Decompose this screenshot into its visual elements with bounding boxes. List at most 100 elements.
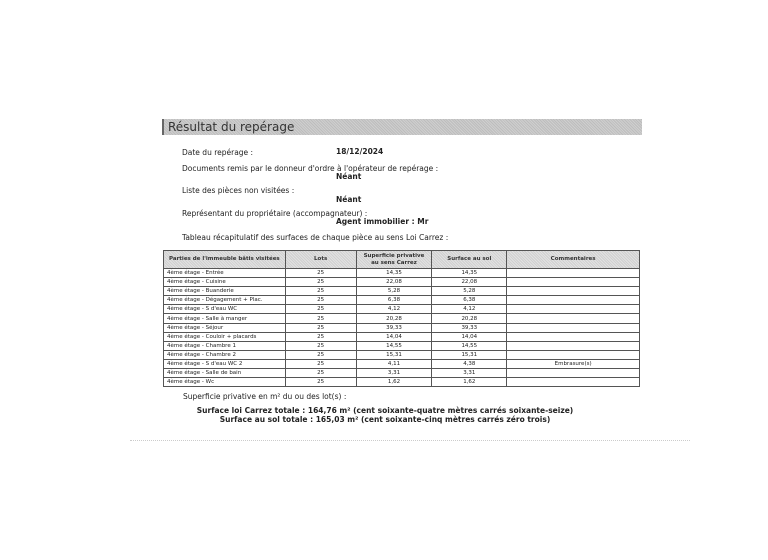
cell-lot: 25 <box>284 340 357 351</box>
cell-carrez: 14,55 <box>355 340 433 351</box>
cell-comment <box>506 368 640 379</box>
cell-comment <box>506 304 640 315</box>
table-row: 4ème étage - Chambre 2 25 15,31 15,31 <box>163 349 640 360</box>
cell-lot: 25 <box>284 267 357 279</box>
cell-room: 4ème étage - Salle de bain <box>163 368 286 379</box>
date-label: Date du repérage : <box>182 148 254 157</box>
cell-lot: 25 <box>284 368 357 379</box>
cell-sol: 39,33 <box>431 322 508 333</box>
table-row: 4ème étage - Wc 25 1,62 1,62 <box>163 377 640 388</box>
cell-lot: 25 <box>284 286 357 297</box>
cell-room: 4ème étage - S d'eau WC 2 <box>163 358 286 370</box>
table-row: 4ème étage - S d'eau WC 25 4,12 4,12 <box>163 304 640 315</box>
cell-carrez: 5,28 <box>355 286 433 297</box>
table-intro: Tableau récapitulatif des surfaces de ch… <box>182 233 449 242</box>
header-lots: Lots <box>284 250 357 269</box>
table-row: 4ème étage - Cuisine 25 22,08 22,08 <box>163 277 640 288</box>
cell-sol: 4,12 <box>431 304 508 315</box>
cell-lot: 25 <box>284 313 357 324</box>
section-title: Résultat du repérage <box>168 120 295 134</box>
representative-value: Agent immobilier : Mr <box>336 217 429 226</box>
cell-comment <box>506 295 640 306</box>
cell-carrez: 22,08 <box>355 277 433 288</box>
cell-room: 4ème étage - Séjour <box>163 322 286 333</box>
header-sol: Surface au sol <box>431 250 508 269</box>
unvisited-value: Néant <box>336 195 362 204</box>
header-carrez: Superficie privative au sens Carrez <box>355 250 433 269</box>
table-row: 4ème étage - Couloir + placards 25 14,04 14… <box>163 331 640 342</box>
cell-lot: 25 <box>284 295 357 306</box>
cell-room: 4ème étage - Entrée <box>163 267 286 279</box>
cell-sol: 4,38 <box>431 358 508 370</box>
cell-room: 4ème étage - Wc <box>163 377 286 388</box>
surfaces-table: Parties de l'immeuble bâtis visitées Lot… <box>163 250 640 388</box>
cell-room: 4ème étage - S d'eau WC <box>163 304 286 315</box>
cell-carrez: 6,38 <box>355 295 433 306</box>
cell-sol: 14,35 <box>431 267 508 279</box>
table-row: 4ème étage - Dégagement + Plac. 25 6,38 6,3… <box>163 295 640 306</box>
cell-sol: 14,55 <box>431 340 508 351</box>
cell-comment <box>506 277 640 288</box>
table-row: 4ème étage - Buanderie 25 5,28 5,28 <box>163 286 640 297</box>
cell-comment <box>506 377 640 388</box>
sol-total: Surface au sol totale : 165,03 m² (cent … <box>219 415 551 424</box>
table-row: 4ème étage - Salle à manger 25 20,28 20,28 <box>163 313 640 324</box>
cell-carrez: 14,35 <box>355 267 433 279</box>
cell-comment <box>506 340 640 351</box>
cell-comment <box>506 313 640 324</box>
cell-lot: 25 <box>284 322 357 333</box>
cell-room: 4ème étage - Salle à manger <box>163 313 286 324</box>
header-parts: Parties de l'immeuble bâtis visitées <box>163 250 286 269</box>
divider <box>130 440 690 441</box>
table-header-row: Parties de l'immeuble bâtis visitées Lot… <box>163 250 640 269</box>
section-title-bar: Résultat du repérage <box>162 119 642 135</box>
cell-lot: 25 <box>284 277 357 288</box>
table-row: 4ème étage - Séjour 25 39,33 39,33 <box>163 322 640 333</box>
cell-sol: 20,28 <box>431 313 508 324</box>
cell-sol: 15,31 <box>431 349 508 360</box>
cell-carrez: 14,04 <box>355 331 433 342</box>
date-value: 18/12/2024 <box>336 147 384 156</box>
cell-carrez: 20,28 <box>355 313 433 324</box>
cell-carrez: 4,12 <box>355 304 433 315</box>
cell-room: 4ème étage - Buanderie <box>163 286 286 297</box>
cell-comment <box>506 331 640 342</box>
cell-lot: 25 <box>284 377 357 388</box>
cell-room: 4ème étage - Cuisine <box>163 277 286 288</box>
cell-comment <box>506 322 640 333</box>
cell-room: 4ème étage - Chambre 1 <box>163 340 286 351</box>
cell-carrez: 3,31 <box>355 368 433 379</box>
cell-sol: 3,31 <box>431 368 508 379</box>
table-row: 4ème étage - Entrée 25 14,35 14,35 <box>163 267 640 279</box>
cell-comment <box>506 286 640 297</box>
cell-sol: 14,04 <box>431 331 508 342</box>
cell-room: 4ème étage - Chambre 2 <box>163 349 286 360</box>
cell-room: 4ème étage - Dégagement + Plac. <box>163 295 286 306</box>
documents-label: Documents remis par le donneur d'ordre à… <box>182 164 439 173</box>
cell-carrez: 1,62 <box>355 377 433 388</box>
documents-value: Néant <box>336 172 362 181</box>
cell-carrez: 4,11 <box>355 358 433 370</box>
cell-comment <box>506 267 640 279</box>
cell-sol: 5,28 <box>431 286 508 297</box>
cell-sol: 22,08 <box>431 277 508 288</box>
cell-comment: Embrasure(s) <box>506 358 640 370</box>
summary-label: Superficie privative en m² du ou des lot… <box>183 392 347 401</box>
header-comments: Commentaires <box>506 250 640 269</box>
totals: Surface loi Carrez totale : 164,76 m² (c… <box>170 406 600 424</box>
cell-comment <box>506 349 640 360</box>
cell-sol: 6,38 <box>431 295 508 306</box>
unvisited-label: Liste des pièces non visitées : <box>182 186 295 195</box>
table-row: 4ème étage - Chambre 1 25 14,55 14,55 <box>163 340 640 351</box>
cell-room: 4ème étage - Couloir + placards <box>163 331 286 342</box>
cell-sol: 1,62 <box>431 377 508 388</box>
cell-carrez: 15,31 <box>355 349 433 360</box>
cell-lot: 25 <box>284 331 357 342</box>
table-row: 4ème étage - S d'eau WC 2 25 4,11 4,38 Embra… <box>163 358 640 370</box>
cell-lot: 25 <box>284 349 357 360</box>
cell-carrez: 39,33 <box>355 322 433 333</box>
cell-lot: 25 <box>284 358 357 370</box>
cell-lot: 25 <box>284 304 357 315</box>
table-row: 4ème étage - Salle de bain 25 3,31 3,31 <box>163 368 640 379</box>
representative-label: Représentant du propriétaire (accompagna… <box>182 209 368 218</box>
